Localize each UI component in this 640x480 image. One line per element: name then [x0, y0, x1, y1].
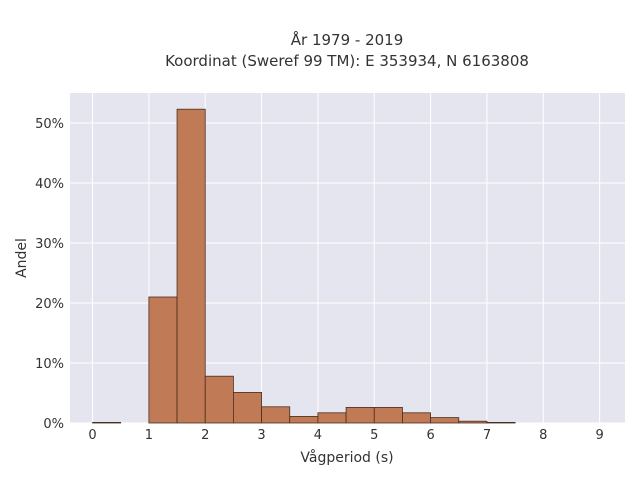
histogram-bar: [373, 406, 403, 424]
x-tick-label: 8: [539, 428, 547, 443]
y-tick-label: 10%: [35, 357, 64, 372]
histogram-bar: [176, 108, 206, 424]
histogram-bar: [345, 406, 375, 424]
histogram-bar: [289, 415, 319, 424]
x-tick-label: 5: [370, 428, 378, 443]
histogram-bar: [148, 296, 178, 424]
y-axis-ticks: 0% 10% 20% 30% 40% 50%: [35, 117, 64, 432]
x-tick-label: 6: [426, 428, 434, 443]
y-axis-label: Andel: [14, 238, 30, 278]
bars: [92, 108, 516, 424]
histogram-bar: [317, 412, 347, 424]
histogram-bar: [458, 420, 488, 424]
x-tick-label: 2: [201, 428, 209, 443]
chart-subtitle: Koordinat (Sweref 99 TM): E 353934, N 61…: [165, 52, 529, 70]
x-axis-label: Vågperiod (s): [300, 449, 393, 466]
histogram-bar: [402, 412, 432, 424]
histogram-bar: [233, 391, 262, 424]
y-tick-label: 30%: [35, 237, 64, 252]
x-tick-label: 1: [145, 428, 153, 443]
y-tick-label: 20%: [35, 297, 64, 312]
histogram-bar: [430, 417, 460, 424]
x-tick-label: 3: [257, 428, 265, 443]
y-tick-label: 50%: [35, 117, 64, 132]
x-tick-label: 9: [596, 428, 604, 443]
x-axis-ticks: 0 1 2 3 4 5 6 7 8 9: [88, 428, 603, 443]
histogram-bar: [92, 421, 122, 424]
x-tick-label: 7: [483, 428, 491, 443]
y-tick-label: 40%: [35, 177, 64, 192]
x-tick-label: 4: [314, 428, 322, 443]
y-tick-label: 0%: [43, 417, 64, 432]
histogram-bar: [261, 406, 291, 424]
x-tick-label: 0: [88, 428, 96, 443]
histogram-bar: [204, 375, 234, 424]
chart-title: År 1979 - 2019: [291, 30, 404, 49]
histogram-bar: [486, 421, 516, 424]
